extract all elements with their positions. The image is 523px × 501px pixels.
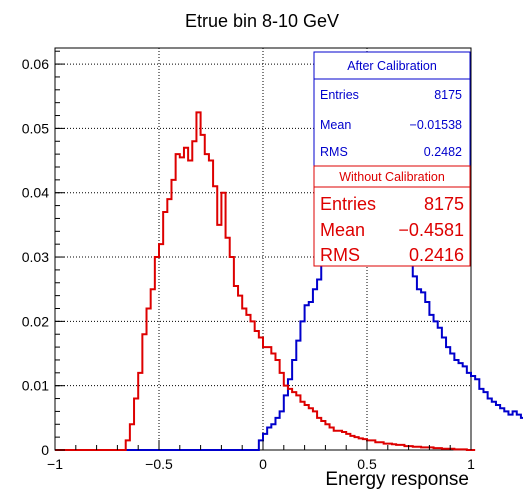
x-tick-label: 0.5 — [357, 456, 377, 472]
y-tick-label: 0.04 — [22, 185, 49, 201]
stats-without-entries-value: 8175 — [424, 194, 464, 214]
x-tick-label: −1 — [47, 456, 63, 472]
axes: −1 −0.5 0 0.5 1 0 0.01 0.02 0.03 0.04 0.05 0.06 — [22, 50, 475, 472]
series-without-calibration — [55, 111, 476, 451]
stats-without-rms-label: RMS — [320, 245, 360, 265]
stats-box-without: Without Calibration Entries 8175 Mean −0… — [313, 165, 471, 267]
x-tick-label: −0.5 — [145, 456, 173, 472]
x-tick-label: 1 — [467, 456, 475, 472]
stats-without-entries-label: Entries — [320, 194, 376, 214]
y-tick-label: 0 — [41, 442, 49, 458]
stats-after-rms-label: RMS — [320, 145, 348, 159]
y-tick-label: 0.06 — [22, 56, 49, 72]
x-tick-label: 0 — [259, 456, 267, 472]
y-tick-label: 0.05 — [22, 120, 49, 136]
stats-after-mean-label: Mean — [320, 118, 351, 132]
stats-without-rms-value: 0.2416 — [409, 245, 464, 265]
stats-after-mean-value: −0.01538 — [410, 118, 463, 132]
chart-title: Etrue bin 8-10 GeV — [185, 11, 339, 31]
stats-without-mean-label: Mean — [320, 220, 365, 240]
y-tick-label: 0.01 — [22, 378, 49, 394]
stats-after-entries-value: 8175 — [434, 88, 462, 102]
stats-after-header: After Calibration — [347, 59, 437, 73]
x-axis-title: Energy response — [325, 469, 469, 490]
stats-box-after: After Calibration Entries 8175 Mean −0.0… — [313, 51, 471, 167]
stats-after-entries-label: Entries — [320, 88, 359, 102]
stats-without-header: Without Calibration — [339, 170, 445, 184]
stats-after-rms-value: 0.2482 — [424, 145, 462, 159]
stats-without-mean-value: −0.4581 — [398, 220, 464, 240]
grid — [55, 48, 471, 450]
y-tick-label: 0.03 — [22, 249, 49, 265]
y-tick-label: 0.02 — [22, 313, 49, 329]
